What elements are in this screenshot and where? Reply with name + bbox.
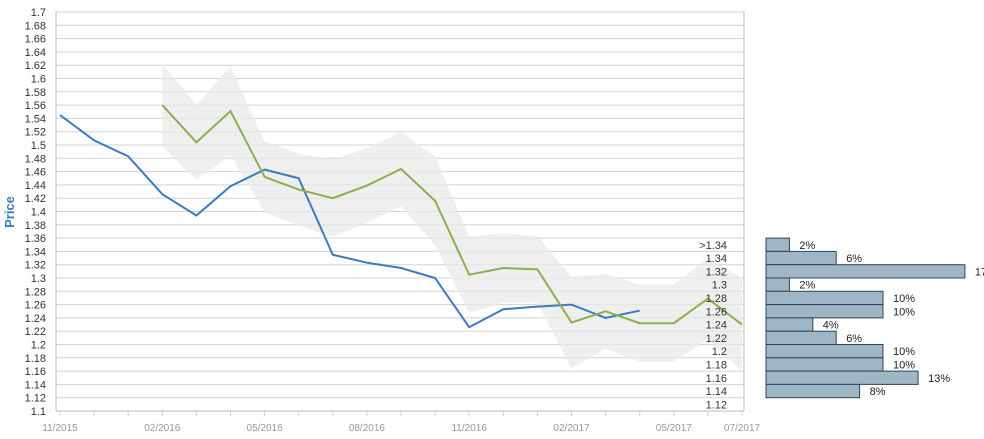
y-tick-label: 1.36	[25, 233, 46, 245]
distribution-bar	[765, 290, 884, 306]
distribution-bar	[765, 330, 837, 346]
distribution-bin-label: 1.24	[706, 320, 727, 332]
y-tick-label: 1.2	[31, 340, 46, 352]
distribution-percent-label: 10%	[893, 306, 915, 318]
y-tick-label: 1.54	[25, 113, 46, 125]
y-tick-label: 1.6	[31, 74, 46, 86]
distribution-bin-label: 1.26	[706, 306, 727, 318]
distribution-bin-label: 1.32	[706, 266, 727, 278]
y-tick-label: 1.4	[31, 207, 46, 219]
x-tick-label: 02/2017	[553, 423, 590, 434]
axes	[55, 12, 745, 416]
forecast-confidence-band	[162, 63, 743, 372]
y-tick-label: 1.22	[25, 326, 46, 338]
distribution-percent-label: 10%	[893, 346, 915, 358]
x-tick-labels: 11/2015 02/2016 05/2016 08/2016 11/2016 02/20…	[42, 423, 760, 434]
y-tick-label: 1.1	[31, 406, 46, 418]
distribution-bin-label: 1.18	[706, 359, 727, 371]
distribution-percent-label: 10%	[893, 359, 915, 371]
distribution-bar	[765, 250, 837, 266]
y-axis-label: Price	[2, 196, 17, 228]
distribution-percent-label: 6%	[846, 333, 862, 345]
distribution-percent-label: 4%	[823, 320, 839, 332]
y-tick-label: 1.68	[25, 20, 46, 32]
y-tick-label: 1.48	[25, 153, 46, 165]
distribution-percent-label: 2%	[799, 240, 815, 252]
distribution-bar	[765, 264, 966, 279]
distribution-bin-label: 1.16	[706, 373, 727, 385]
series-line-historical	[59, 114, 640, 329]
distribution-percent-label: 17%	[975, 266, 984, 278]
y-tick-label: 1.62	[25, 60, 46, 72]
y-tick-label: 1.42	[25, 193, 46, 205]
y-tick-label: 1.18	[25, 353, 46, 365]
y-tick-label: 1.28	[25, 286, 46, 298]
distribution-percent-label: 6%	[846, 253, 862, 265]
distribution-percent-label: 2%	[799, 280, 815, 292]
distribution-bar	[765, 277, 790, 292]
distribution-bin-label: 1.3	[712, 280, 727, 292]
x-tick-label: 07/2017	[724, 423, 761, 434]
y-tick-label: 1.52	[25, 127, 46, 139]
y-tick-label: 1.5	[31, 140, 46, 152]
y-tick-label: 1.46	[25, 167, 46, 179]
series-line-forecast	[161, 104, 743, 326]
x-tick-label: 02/2016	[144, 423, 181, 434]
y-tick-label: 1.64	[25, 47, 46, 59]
distribution-bar	[765, 237, 790, 252]
y-tick-label: 1.58	[25, 87, 46, 99]
y-tick-label: 1.7	[31, 7, 46, 19]
distribution-bin-label: 1.12	[706, 399, 727, 411]
y-tick-label: 1.26	[25, 300, 46, 312]
distribution-layer: 2% >1.34 6% 1.34 17% 1.32 2% 1.3 10% 1.28 10% 1.26 4…	[699, 237, 984, 411]
y-tick-label: 1.3	[31, 273, 46, 285]
distribution-bin-label: 1.34	[706, 253, 727, 265]
y-tick-label: 1.66	[25, 34, 46, 46]
distribution-bin-label: 1.22	[706, 333, 727, 345]
y-tick-label: 1.32	[25, 260, 46, 272]
y-tick-label: 1.14	[25, 379, 46, 391]
y-tick-label: 1.24	[25, 313, 46, 325]
distribution-bar	[765, 370, 919, 385]
series-layer	[59, 104, 743, 329]
distribution-percent-label: 10%	[893, 293, 915, 305]
y-tick-label: 1.44	[25, 180, 46, 192]
distribution-bin-label: 1.14	[706, 386, 727, 398]
distribution-bar	[765, 383, 861, 399]
x-tick-label: 05/2017	[656, 423, 693, 434]
distribution-percent-label: 13%	[928, 373, 950, 385]
distribution-bin-label: >1.34	[699, 240, 727, 252]
distribution-percent-label: 8%	[870, 386, 886, 398]
distribution-bar	[765, 317, 814, 332]
distribution-bar	[765, 357, 884, 372]
distribution-bar	[765, 304, 884, 319]
y-tick-label: 1.34	[25, 246, 46, 258]
distribution-bin-label: 1.2	[712, 346, 727, 358]
distribution-bar	[765, 344, 884, 359]
x-tick-label: 11/2016	[451, 423, 487, 434]
x-tick-label: 11/2015	[42, 423, 78, 434]
distribution-bin-label: 1.28	[706, 293, 727, 305]
y-tick-label: 1.12	[25, 393, 46, 405]
x-tick-label: 05/2016	[247, 423, 284, 434]
x-tick-label: 08/2016	[349, 423, 386, 434]
y-tick-label: 1.16	[25, 366, 46, 378]
y-tick-label: 1.38	[25, 220, 46, 232]
confidence-band-layer	[162, 63, 743, 372]
y-tick-labels: 1.71.681.661.641.621.61.581.561.541.521.…	[25, 7, 46, 418]
y-tick-label: 1.56	[25, 100, 46, 112]
